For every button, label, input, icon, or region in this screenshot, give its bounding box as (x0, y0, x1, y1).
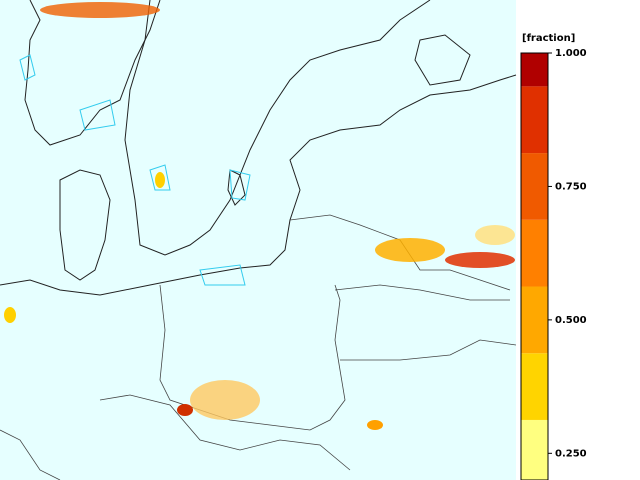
colorbar-unit: [fraction] (522, 33, 575, 44)
colorbar-tick-label: 0.250 (555, 448, 587, 459)
colorbar-band (521, 219, 548, 287)
borders (0, 214, 517, 480)
colorbar-tick-label: 1.000 (555, 48, 587, 59)
colorbar-band (521, 153, 548, 220)
coastlines (0, 0, 517, 296)
colorbar-band (521, 353, 548, 420)
colorbar-band (521, 86, 548, 154)
colorbar-band (521, 419, 548, 480)
map-background (0, 0, 516, 480)
colorbar-frame (520, 52, 549, 480)
colorbar-tick-label: 0.500 (555, 315, 587, 326)
colorbar-band (521, 53, 548, 87)
colorbar: 1.000 0.750 0.500 0.250 (520, 48, 587, 480)
colorbar-tick-label: 0.750 (555, 181, 587, 192)
colorbar-band (521, 286, 548, 354)
cloud-patches (4, 2, 515, 430)
